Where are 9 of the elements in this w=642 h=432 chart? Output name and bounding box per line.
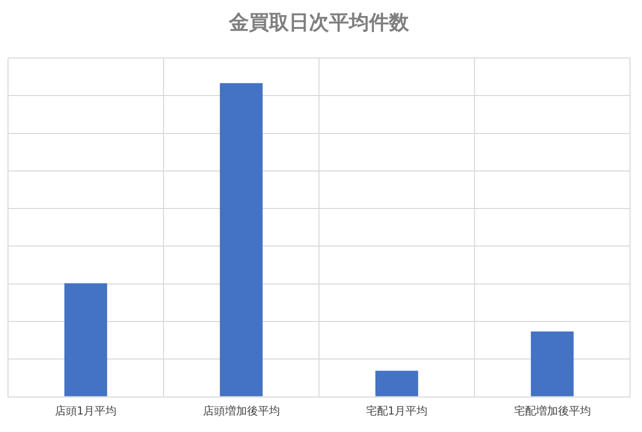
- bar: [375, 370, 418, 396]
- bar: [530, 332, 574, 396]
- x-tick-label: 店頭増加後平均: [202, 404, 280, 418]
- bar: [220, 83, 263, 396]
- x-tick-label: 宅配増加後平均: [514, 404, 591, 418]
- chart-title: 金買取日次平均件数: [228, 10, 410, 34]
- x-tick-label: 店頭1月平均: [54, 404, 117, 418]
- x-tick-label: 宅配1月平均: [366, 404, 428, 418]
- bar: [64, 283, 108, 396]
